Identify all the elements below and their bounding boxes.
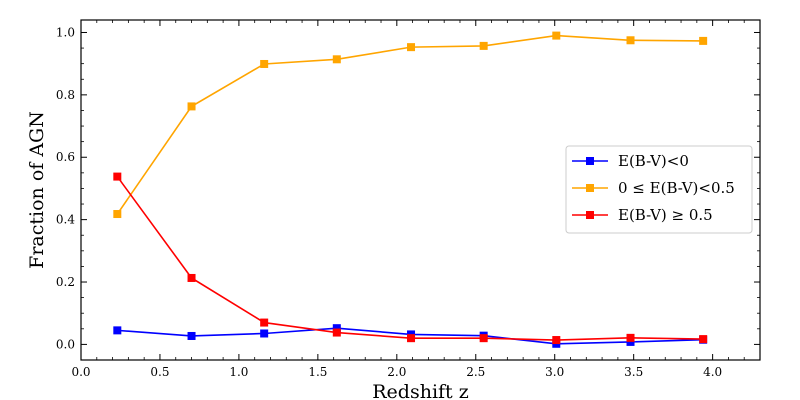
- data-point-s2: [552, 336, 561, 345]
- data-point-s2: [260, 318, 269, 327]
- x-tick-label: 1.0: [229, 365, 248, 379]
- data-point-s2: [332, 328, 341, 337]
- data-point-s0: [332, 324, 341, 333]
- tick-labels: 0.0 0.5 1.0 1.5 2.0 2.5 3.0 3.5 4.0 0.0 0.2 0.4 0.6 0…: [56, 25, 722, 379]
- data-point-s2: [113, 172, 122, 181]
- x-tick-label: 3.5: [624, 365, 643, 379]
- x-tick-label: 0.0: [71, 365, 90, 379]
- y-tick-label: 0.0: [56, 337, 75, 351]
- y-tick-label: 0.6: [56, 150, 75, 164]
- legend-label-1: 0 ≤ E(B-V)<0.5: [618, 179, 735, 197]
- x-tick-label: 0.5: [150, 365, 169, 379]
- data-point-s2: [699, 335, 708, 344]
- legend-marker-0: [586, 157, 594, 165]
- data-point-s1: [187, 102, 196, 111]
- legend-marker-1: [586, 184, 594, 192]
- x-tick-label: 2.0: [387, 365, 406, 379]
- data-point-s1: [332, 55, 341, 64]
- y-tick-label: 1.0: [56, 25, 75, 39]
- data-point-s2: [626, 333, 635, 342]
- y-tick-label: 0.4: [56, 213, 75, 227]
- legend: E(B-V)<0 0 ≤ E(B-V)<0.5 E(B-V) ≥ 0.5: [565, 145, 753, 234]
- data-point-s1: [113, 210, 122, 219]
- y-tick-label: 0.8: [56, 88, 75, 102]
- data-point-s2: [407, 334, 416, 343]
- x-tick-label: 2.5: [466, 365, 485, 379]
- data-point-s0: [113, 326, 122, 335]
- legend-label-0: E(B-V)<0: [618, 152, 689, 170]
- x-tick-label: 1.5: [308, 365, 327, 379]
- data-point-s1: [626, 36, 635, 45]
- data-point-s0: [260, 329, 269, 338]
- data-point-s1: [407, 43, 416, 52]
- x-tick-label: 3.0: [545, 365, 564, 379]
- data-point-s2: [479, 334, 488, 343]
- plot-frame: [80, 19, 761, 361]
- data-point-s1: [479, 41, 488, 50]
- data-point-s2: [187, 273, 196, 282]
- data-point-s0: [187, 331, 196, 340]
- x-tick-label: 4.0: [703, 365, 722, 379]
- data-point-s1: [552, 31, 561, 40]
- legend-label-2: E(B-V) ≥ 0.5: [618, 206, 713, 224]
- y-axis-label: Fraction of AGN: [26, 111, 48, 269]
- data-point-s0: [626, 337, 635, 346]
- data-point-s1: [699, 36, 708, 45]
- y-tick-label: 0.2: [56, 275, 75, 289]
- legend-marker-2: [586, 211, 594, 219]
- series-layer: [113, 31, 708, 348]
- legend-box: [565, 145, 753, 234]
- data-point-s1: [260, 59, 269, 68]
- x-axis-label: Redshift z: [372, 381, 469, 400]
